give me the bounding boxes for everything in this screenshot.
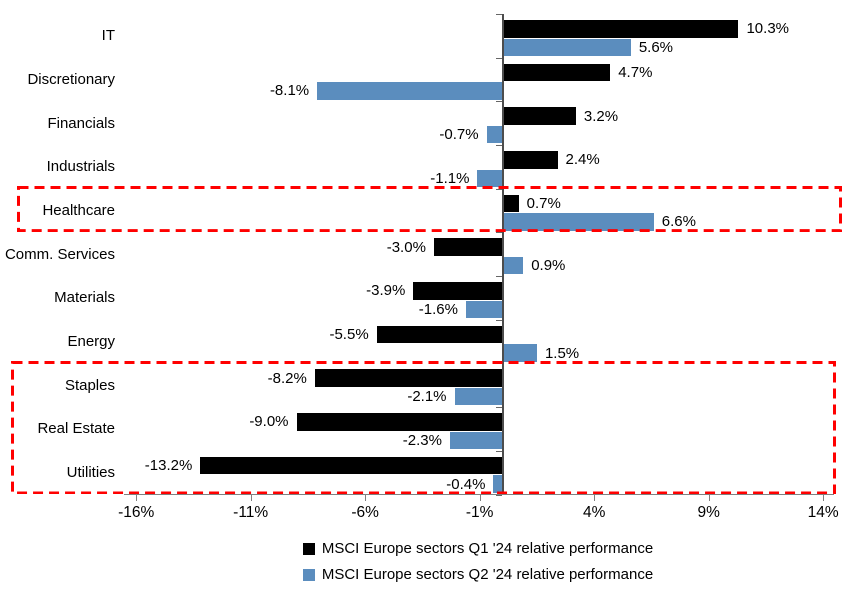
bar-q1-energy (376, 325, 503, 344)
x-axis-tick-label: 4% (582, 504, 606, 521)
category-label-industrials: Industrials (46, 158, 115, 176)
category-label-healthcare: Healthcare (42, 202, 115, 220)
bar-q2-comm-services (502, 256, 524, 275)
value-label-q1-financials: 3.2% (583, 107, 619, 125)
value-label-q2-discretionary: -8.1% (269, 82, 310, 100)
y-axis-category-tick (495, 319, 502, 321)
value-label-q2-materials: -1.6% (418, 300, 458, 318)
y-axis-category-tick (495, 57, 502, 59)
value-label-q2-energy: 1.5% (544, 344, 580, 362)
value-label-q1-energy: -5.5% (329, 326, 369, 344)
value-label-q2-it: 5.6% (638, 38, 674, 56)
category-label-materials: Materials (54, 289, 115, 307)
bar-q2-energy (502, 344, 537, 362)
bar-q2-financials (486, 125, 503, 144)
bar-q1-real-estate (296, 413, 503, 431)
x-axis-tick (823, 494, 825, 501)
x-axis-tick (594, 494, 596, 501)
x-axis-tick-label: -1% (465, 504, 494, 521)
bar-q2-staples (454, 387, 503, 406)
y-axis-category-tick (495, 363, 502, 365)
y-axis-category-tick (495, 232, 502, 234)
bar-q2-discretionary (317, 82, 503, 100)
category-label-energy: Energy (67, 333, 115, 351)
y-axis-category-tick (495, 494, 502, 496)
category-label-real-estate: Real Estate (37, 420, 115, 438)
highlight-box-outline (17, 186, 842, 233)
legend-entry-q1: MSCI Europe sectors Q1 '24 relative perf… (104, 540, 852, 558)
value-label-q2-healthcare: 6.6% (661, 213, 696, 231)
bar-q1-materials (413, 282, 503, 300)
category-label-comm-services: Comm. Services (4, 245, 115, 263)
bar-q1-financials (502, 107, 576, 125)
bar-q1-healthcare (502, 194, 519, 213)
legend-label-q2: MSCI Europe sectors Q2 '24 relative perf… (321, 566, 654, 583)
value-label-q1-materials: -3.9% (366, 282, 406, 300)
value-label-q1-real-estate: -9.0% (249, 413, 289, 431)
value-label-q1-utilities: -13.2% (144, 457, 193, 475)
y-axis-category-tick (495, 276, 502, 278)
bar-q1-utilities (200, 456, 503, 475)
y-axis-line (501, 14, 504, 495)
bar-q1-it (502, 20, 739, 38)
value-label-q2-industrials: -1.1% (430, 169, 470, 187)
category-label-utilities: Utilities (66, 464, 115, 482)
value-label-q2-utilities: -0.4% (446, 475, 486, 493)
legend-label-q1: MSCI Europe sectors Q1 '24 relative perf… (321, 540, 654, 557)
x-axis-tick-label: -16% (118, 504, 155, 521)
x-axis-tick-label: -11% (233, 504, 269, 521)
x-axis-tick-label: 14% (807, 504, 839, 521)
bar-q2-it (502, 38, 631, 56)
value-label-q1-it: 10.3% (746, 20, 790, 38)
legend-swatch-q1 (302, 543, 315, 555)
value-label-q2-financials: -0.7% (439, 126, 479, 144)
category-label-financials: Financials (47, 114, 115, 132)
y-axis-category-tick (495, 14, 502, 15)
bar-q1-industrials (502, 151, 558, 169)
y-axis-category-tick (495, 450, 502, 452)
bar-q1-comm-services (433, 238, 503, 256)
y-axis-category-tick (495, 101, 502, 103)
x-axis-tick-label: 9% (697, 504, 720, 521)
category-label-discretionary: Discretionary (27, 71, 115, 89)
y-axis-category-tick (495, 188, 502, 190)
value-label-q1-healthcare: 0.7% (526, 194, 561, 212)
category-label-it: IT (101, 27, 115, 45)
legend-entry-q2: MSCI Europe sectors Q2 '24 relative perf… (104, 566, 852, 584)
x-axis-tick-label: -6% (351, 504, 379, 521)
x-axis-tick (250, 494, 252, 501)
highlight-box-healthcare (17, 186, 842, 233)
value-label-q1-industrials: 2.4% (565, 151, 600, 169)
value-label-q1-comm-services: -3.0% (386, 238, 426, 256)
category-label-staples: Staples (64, 376, 115, 394)
bar-q2-industrials (477, 169, 503, 188)
x-axis-tick (708, 494, 710, 501)
bar-q1-staples (314, 369, 503, 387)
bar-q2-healthcare (502, 213, 654, 231)
x-axis-tick (365, 494, 367, 501)
value-label-q1-staples: -8.2% (267, 369, 307, 387)
value-label-q2-real-estate: -2.3% (402, 431, 442, 449)
bar-q2-real-estate (449, 431, 503, 450)
bar-q2-materials (465, 300, 503, 319)
bar-q1-discretionary (502, 63, 611, 82)
legend-swatch-q2 (302, 569, 315, 581)
x-axis-tick (479, 494, 481, 501)
value-label-q2-staples: -2.1% (407, 388, 447, 406)
x-axis-tick (136, 494, 138, 501)
y-axis-category-tick (495, 407, 502, 409)
value-label-q2-comm-services: 0.9% (531, 257, 566, 275)
y-axis-category-tick (495, 145, 502, 147)
value-label-q1-discretionary: 4.7% (618, 63, 653, 81)
